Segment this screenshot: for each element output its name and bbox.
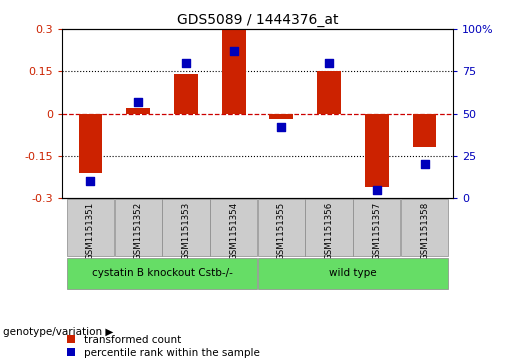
Text: cystatin B knockout Cstb-/-: cystatin B knockout Cstb-/- bbox=[92, 268, 232, 278]
Bar bbox=[317, 71, 341, 114]
Bar bbox=[221, 30, 246, 114]
FancyBboxPatch shape bbox=[401, 199, 448, 256]
Bar bbox=[126, 108, 150, 114]
FancyBboxPatch shape bbox=[67, 199, 114, 256]
Bar bbox=[174, 74, 198, 114]
Point bbox=[182, 60, 190, 66]
Text: genotype/variation ▶: genotype/variation ▶ bbox=[3, 327, 113, 337]
Bar bbox=[413, 114, 437, 147]
Point bbox=[134, 99, 142, 105]
Text: GSM1151352: GSM1151352 bbox=[134, 201, 143, 260]
FancyBboxPatch shape bbox=[258, 258, 448, 289]
FancyBboxPatch shape bbox=[210, 199, 258, 256]
Point bbox=[325, 60, 333, 66]
Bar bbox=[365, 114, 389, 187]
Text: GSM1151351: GSM1151351 bbox=[86, 201, 95, 260]
Text: GSM1151354: GSM1151354 bbox=[229, 201, 238, 260]
FancyBboxPatch shape bbox=[162, 199, 210, 256]
Bar bbox=[78, 114, 102, 173]
Text: GSM1151353: GSM1151353 bbox=[181, 201, 191, 260]
Legend: transformed count, percentile rank within the sample: transformed count, percentile rank withi… bbox=[67, 335, 260, 358]
FancyBboxPatch shape bbox=[353, 199, 401, 256]
Title: GDS5089 / 1444376_at: GDS5089 / 1444376_at bbox=[177, 13, 338, 26]
Point bbox=[87, 178, 95, 184]
Point bbox=[373, 187, 381, 192]
Text: GSM1151357: GSM1151357 bbox=[372, 201, 381, 260]
Text: GSM1151358: GSM1151358 bbox=[420, 201, 429, 260]
Point bbox=[277, 124, 285, 130]
Bar bbox=[269, 114, 294, 119]
Point bbox=[230, 48, 238, 54]
FancyBboxPatch shape bbox=[67, 258, 258, 289]
Point bbox=[420, 161, 428, 167]
Text: GSM1151355: GSM1151355 bbox=[277, 201, 286, 260]
FancyBboxPatch shape bbox=[305, 199, 353, 256]
FancyBboxPatch shape bbox=[258, 199, 305, 256]
Text: GSM1151356: GSM1151356 bbox=[324, 201, 334, 260]
FancyBboxPatch shape bbox=[114, 199, 162, 256]
Text: wild type: wild type bbox=[329, 268, 377, 278]
